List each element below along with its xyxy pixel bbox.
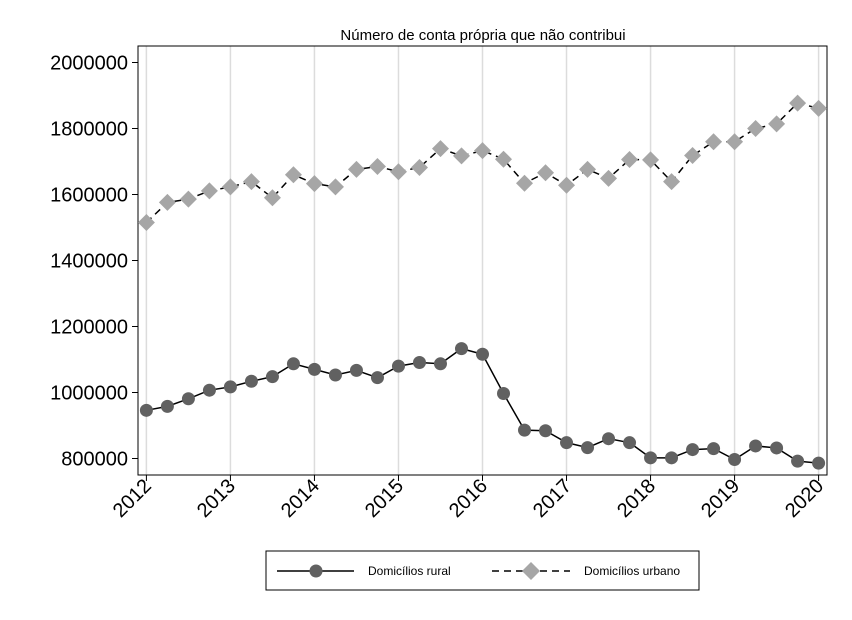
series-1-point-22	[600, 169, 618, 187]
series-0-point-29	[749, 439, 763, 453]
series-1-point-9	[326, 178, 344, 196]
series-1-point-30	[768, 115, 786, 133]
y-tick-label-0: 800000	[61, 449, 128, 471]
series-0-point-16	[476, 347, 489, 361]
series-1-point-11	[368, 157, 386, 175]
series-1-point-13	[410, 158, 428, 176]
series-0-point-31	[791, 454, 805, 468]
series-1-point-15	[452, 147, 470, 165]
series-1-point-25	[663, 173, 681, 191]
y-axis-ticks: 800000 1000000 1200000 1400000 1600000 180000…	[50, 53, 138, 471]
series-1-point-16	[474, 142, 491, 160]
series-0-point-25	[665, 451, 679, 465]
series-0-point-4	[223, 380, 237, 394]
series-0-point-18	[518, 423, 532, 437]
series-0-point-32	[812, 456, 826, 470]
series-1-point-6	[263, 189, 281, 207]
series-0-point-27	[707, 442, 721, 456]
series-1-point-0	[137, 214, 155, 232]
x-tick-label-1: 2013	[193, 475, 240, 522]
series-1-point-8	[305, 175, 323, 193]
legend: Domicílios rural Domicílios urbano	[265, 550, 700, 591]
series-1-point-18	[516, 174, 534, 192]
series-1-point-26	[684, 147, 702, 165]
series-1-point-14	[431, 140, 449, 158]
series-1-point-20	[558, 176, 576, 194]
series-1-point-28	[726, 133, 744, 151]
series-1-point-29	[747, 120, 765, 137]
series-0-point-5	[244, 374, 258, 388]
series-1-point-32	[810, 99, 828, 117]
series-1-point-2	[179, 190, 197, 208]
x-tick-label-3: 2015	[361, 475, 408, 522]
series-1-point-24	[642, 151, 660, 169]
series-0-point-9	[328, 368, 342, 382]
series-layer	[137, 94, 828, 470]
series-0-point-3	[202, 383, 216, 397]
series-0-point-11	[370, 371, 384, 385]
y-tick-label-2: 1200000	[50, 317, 128, 339]
series-line-1	[145, 102, 819, 224]
x-tick-label-8: 2020	[781, 475, 828, 522]
series-0-point-23	[623, 436, 637, 450]
x-tick-label-4: 2016	[445, 475, 492, 522]
y-tick-label-5: 1800000	[50, 119, 128, 141]
series-1-point-12	[389, 163, 407, 181]
series-0-point-12	[391, 359, 405, 373]
series-0-point-7	[286, 357, 300, 371]
x-tick-label-0: 2012	[109, 475, 156, 522]
x-tick-label-7: 2019	[697, 475, 744, 522]
y-tick-label-1: 1000000	[50, 383, 128, 405]
series-0-point-30	[770, 441, 784, 455]
series-0-point-17	[497, 386, 511, 400]
series-0-point-21	[581, 441, 595, 455]
series-1-point-31	[789, 94, 807, 112]
series-0-point-20	[560, 436, 574, 450]
chart-title: Número de conta própria que não contribu…	[340, 27, 625, 44]
series-0-point-0	[139, 403, 153, 417]
series-0-point-2	[181, 392, 195, 406]
series-0-point-6	[265, 370, 279, 384]
series-1-point-19	[537, 164, 555, 182]
series-1-point-27	[705, 133, 723, 151]
series-0-point-10	[349, 363, 363, 377]
series-1-point-3	[200, 182, 218, 200]
legend-rural-marker	[309, 564, 323, 578]
series-0-point-24	[644, 451, 658, 465]
series-1-point-5	[242, 173, 260, 191]
y-tick-label-3: 1400000	[50, 251, 128, 273]
series-0-point-26	[686, 443, 700, 457]
series-0-point-15	[454, 342, 468, 356]
series-1-point-23	[621, 151, 639, 169]
series-0-point-14	[433, 357, 447, 371]
y-tick-label-4: 1600000	[50, 185, 128, 207]
series-0-point-13	[412, 355, 426, 369]
series-1-point-17	[495, 150, 513, 168]
x-tick-label-2: 2014	[277, 475, 324, 522]
legend-rural-label: Domicílios rural	[368, 564, 451, 578]
x-tick-label-6: 2018	[613, 475, 660, 522]
series-1-point-10	[347, 160, 365, 178]
legend-urbano-label: Domicílios urbano	[584, 564, 680, 578]
series-0-point-1	[160, 399, 174, 413]
series-1-point-1	[158, 193, 176, 211]
series-0-point-28	[728, 452, 742, 466]
series-1-point-7	[284, 166, 302, 184]
x-axis-ticks: 2012 2013 2014 2015 2016 2017 2018 2019 2020	[109, 475, 828, 522]
series-0-point-22	[602, 432, 616, 446]
series-0-point-8	[307, 362, 321, 376]
legend-urbano-marker	[522, 562, 540, 580]
x-tick-label-5: 2017	[529, 475, 576, 522]
series-1-point-4	[221, 178, 239, 196]
grid-lines	[145, 46, 820, 475]
series-1-point-21	[579, 160, 597, 178]
series-0-point-19	[539, 424, 553, 438]
y-tick-label-6: 2000000	[50, 53, 128, 75]
